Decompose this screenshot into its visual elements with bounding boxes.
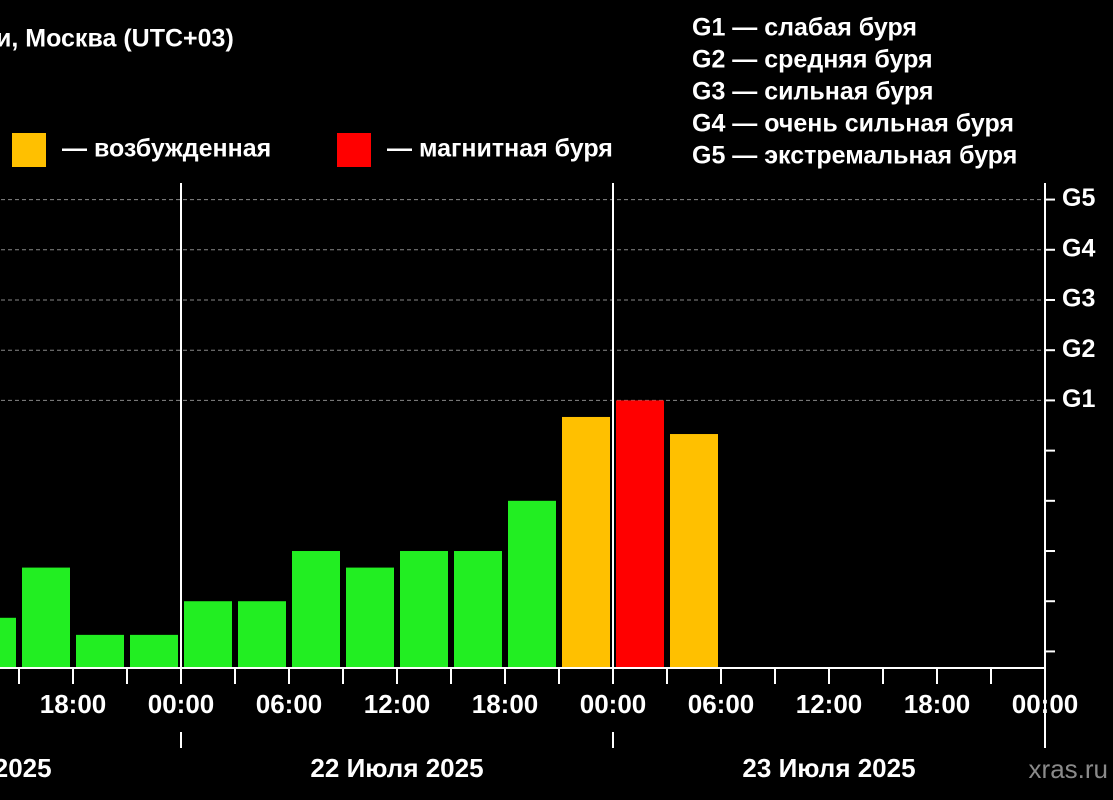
bar [130, 634, 178, 668]
bar [562, 416, 610, 668]
bar [76, 634, 124, 668]
y-tick-label: G5 [1062, 184, 1095, 212]
storm-level: G3 — сильная буря [692, 78, 934, 106]
bar [0, 617, 16, 668]
bar [400, 551, 448, 668]
x-tick-label: 18:00 [40, 689, 107, 719]
bar [22, 567, 70, 668]
legend-swatch [337, 133, 371, 167]
storm-level: G4 — очень сильная буря [692, 110, 1014, 138]
bar [346, 567, 394, 668]
x-tick-label: 18:00 [904, 689, 971, 719]
y-tick-label: G2 [1062, 335, 1095, 363]
bar [184, 601, 232, 668]
x-tick-label: 06:00 [688, 689, 755, 719]
x-tick-label: 00:00 [148, 689, 215, 719]
bar [238, 601, 286, 668]
legend-swatch [12, 133, 46, 167]
storm-level: G2 — средняя буря [692, 46, 933, 74]
legend-label: — магнитная буря [387, 135, 613, 163]
y-tick-label: G4 [1062, 234, 1095, 262]
bar [616, 400, 664, 668]
x-tick-label: 00:00 [1012, 689, 1079, 719]
x-tick-label: 06:00 [256, 689, 323, 719]
storm-level: G1 — слабая буря [692, 14, 917, 42]
bar [454, 551, 502, 668]
chart-title: и, Москва (UTC+03) [0, 25, 234, 53]
bar [670, 434, 718, 668]
bar [508, 500, 556, 668]
day-label: 22 Июля 2025 [310, 753, 483, 783]
legend-label: — возбужденная [62, 135, 271, 163]
bar [292, 551, 340, 668]
x-tick-label: 18:00 [472, 689, 539, 719]
day-label: 23 Июля 2025 [742, 753, 915, 783]
storm-level: G5 — экстремальная буря [692, 142, 1017, 170]
y-tick-label: G3 [1062, 285, 1095, 313]
day-label: 21 Июля 2025 [0, 753, 52, 783]
y-tick-label: G1 [1062, 385, 1095, 413]
x-tick-label: 00:00 [580, 689, 647, 719]
watermark: xras.ru [1029, 754, 1108, 784]
x-tick-label: 12:00 [364, 689, 431, 719]
x-tick-label: 12:00 [796, 689, 863, 719]
